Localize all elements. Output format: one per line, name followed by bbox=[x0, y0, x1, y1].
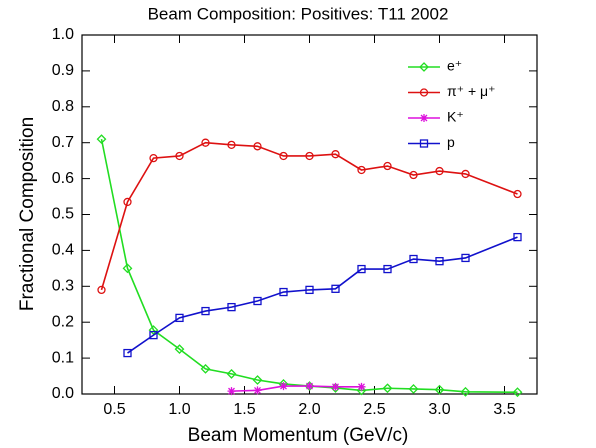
marker bbox=[513, 189, 522, 199]
marker bbox=[122, 263, 133, 274]
marker bbox=[149, 330, 158, 340]
marker bbox=[513, 232, 522, 242]
legend-label: p bbox=[447, 134, 455, 150]
marker bbox=[279, 287, 288, 297]
marker bbox=[331, 150, 340, 159]
marker bbox=[227, 302, 236, 312]
marker bbox=[383, 161, 392, 171]
marker bbox=[382, 383, 393, 394]
legend-label: K⁺ bbox=[447, 109, 464, 125]
marker bbox=[253, 142, 262, 151]
marker bbox=[419, 88, 429, 97]
marker bbox=[461, 169, 470, 179]
x-tick-label: 2.0 bbox=[298, 401, 320, 418]
marker bbox=[512, 387, 523, 398]
marker bbox=[357, 165, 366, 175]
marker bbox=[97, 285, 106, 295]
x-tick-label: 2.5 bbox=[363, 401, 385, 418]
y-tick-label: 0.3 bbox=[52, 278, 74, 295]
series-line bbox=[127, 236, 518, 354]
x-tick-label: 3.0 bbox=[428, 401, 450, 418]
marker bbox=[357, 264, 366, 274]
marker bbox=[434, 384, 445, 395]
marker bbox=[383, 264, 392, 274]
y-tick-label: 0.8 bbox=[52, 98, 74, 115]
marker bbox=[253, 296, 262, 306]
marker bbox=[409, 170, 418, 180]
marker bbox=[420, 114, 428, 122]
marker bbox=[305, 151, 314, 161]
marker bbox=[200, 363, 211, 374]
marker bbox=[174, 344, 185, 355]
chart-title: Beam Composition: Positives: T11 2002 bbox=[148, 4, 449, 23]
marker bbox=[148, 325, 159, 336]
series-line bbox=[231, 385, 362, 392]
series-line bbox=[100, 141, 518, 291]
marker bbox=[461, 253, 470, 263]
marker bbox=[419, 139, 429, 148]
marker bbox=[408, 384, 419, 394]
marker bbox=[252, 375, 263, 385]
x-tick-label: 1.5 bbox=[233, 401, 255, 418]
y-tick-label: 0.1 bbox=[52, 349, 74, 366]
x-tick-label: 3.5 bbox=[493, 401, 515, 418]
marker bbox=[435, 257, 444, 266]
marker bbox=[227, 387, 236, 396]
marker bbox=[175, 313, 184, 323]
marker bbox=[96, 134, 107, 145]
y-tick-label: 1.0 bbox=[52, 26, 74, 43]
y-tick-label: 0.9 bbox=[52, 62, 74, 79]
y-tick-label: 0.7 bbox=[52, 134, 74, 151]
marker bbox=[226, 368, 237, 379]
x-tick-label: 0.5 bbox=[103, 401, 125, 418]
marker bbox=[435, 166, 444, 176]
marker bbox=[227, 140, 236, 150]
marker bbox=[175, 151, 184, 161]
x-tick-label: 1.0 bbox=[168, 401, 190, 418]
marker bbox=[253, 386, 262, 395]
y-axis-label: Fractional Composition bbox=[17, 117, 38, 311]
marker bbox=[331, 382, 340, 391]
y-tick-label: 0.4 bbox=[52, 242, 74, 259]
marker bbox=[201, 138, 210, 147]
marker bbox=[305, 382, 314, 391]
series-line bbox=[100, 138, 518, 394]
marker bbox=[331, 284, 340, 293]
marker bbox=[201, 306, 210, 316]
marker bbox=[357, 382, 366, 391]
marker bbox=[409, 254, 418, 264]
marker bbox=[123, 197, 132, 207]
x-axis-label: Beam Momentum (GeV/c) bbox=[188, 425, 409, 446]
marker bbox=[279, 382, 288, 391]
marker bbox=[460, 386, 471, 397]
legend-label: e⁺ bbox=[447, 58, 462, 74]
y-tick-label: 0.5 bbox=[52, 206, 74, 223]
marker bbox=[419, 62, 429, 72]
y-tick-label: 0.6 bbox=[52, 170, 74, 187]
y-tick-label: 0.2 bbox=[52, 313, 74, 330]
marker bbox=[123, 348, 132, 358]
marker bbox=[149, 153, 158, 163]
y-tick-label: 0.0 bbox=[52, 385, 74, 402]
legend-label: π⁺ + μ⁺ bbox=[447, 83, 495, 99]
marker bbox=[279, 151, 288, 161]
marker bbox=[305, 285, 314, 295]
